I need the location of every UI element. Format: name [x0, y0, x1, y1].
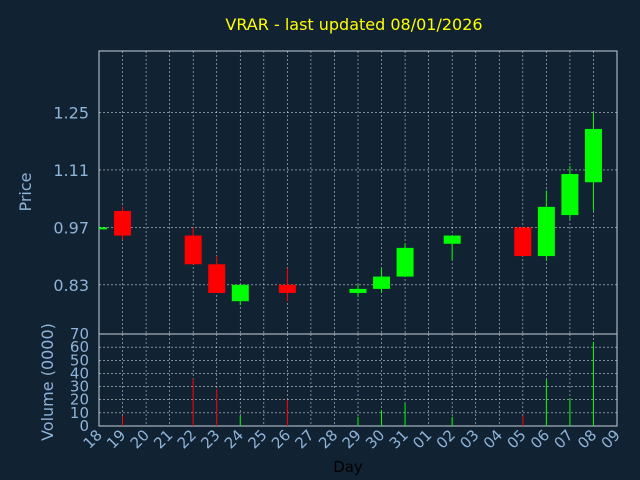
chart-title: VRAR - last updated 08/01/2026: [225, 15, 482, 34]
candle-body: [184, 235, 202, 265]
candle-body: [231, 284, 249, 302]
x-tick-label: 03: [456, 426, 482, 452]
x-tick-label: 30: [362, 426, 388, 452]
price-tick-label: 0.97: [53, 218, 89, 237]
candle-body: [373, 276, 391, 289]
x-tick-label: 20: [127, 426, 153, 452]
volume-tick-label: 10: [70, 404, 89, 422]
price-panel: 0.83 0.97 1.11 1.25: [53, 50, 618, 335]
price-axis-label: Price: [16, 172, 35, 211]
x-tick-label: 04: [480, 426, 506, 452]
x-tick-label: 27: [292, 426, 318, 452]
volume-tick-label: 40: [70, 364, 89, 382]
candle-body: [537, 206, 555, 257]
x-tick-label: 01: [409, 426, 435, 452]
price-tick-label: 0.83: [53, 276, 89, 295]
volume-tick-label: 60: [70, 338, 89, 356]
x-tick-label: 31: [386, 426, 412, 452]
volume-tick-label: 30: [70, 378, 89, 396]
candle-body: [278, 284, 296, 293]
volume-axis-label: Volume (0000): [38, 323, 57, 441]
volume-tick-label: 20: [70, 391, 89, 409]
x-tick-label: 23: [197, 426, 223, 452]
candle-body: [443, 235, 461, 244]
x-tick-label: 24: [221, 426, 247, 452]
candle-body: [114, 210, 132, 236]
candle-body: [349, 288, 367, 293]
volume-tick-label: 50: [70, 351, 89, 369]
candle-body: [396, 247, 414, 277]
candle-body: [514, 227, 532, 257]
x-tick-label: 19: [103, 426, 129, 452]
x-axis-label: Day: [333, 458, 363, 476]
candle-body: [208, 264, 226, 293]
x-tick-label: 25: [244, 426, 270, 452]
x-tick-label: 02: [433, 426, 459, 452]
candle-body: [561, 174, 579, 216]
volume-tick-label: 70: [70, 325, 89, 343]
x-tick-label: 22: [174, 426, 200, 452]
x-tick-label: 26: [268, 426, 294, 452]
x-tick-label: 21: [150, 426, 176, 452]
x-tick-label: 06: [527, 426, 553, 452]
price-tick-label: 1.25: [53, 104, 89, 123]
x-tick-label: 05: [503, 426, 529, 452]
price-tick-label: 1.11: [53, 161, 89, 180]
x-axis: 1819202122232425262728293031010203040506…: [80, 426, 624, 452]
candle-body: [584, 128, 602, 183]
x-tick-label: 09: [598, 426, 624, 452]
x-tick-label: 07: [551, 426, 577, 452]
x-tick-label: 29: [339, 426, 365, 452]
volume-tick-label: 0: [79, 417, 89, 435]
x-tick-label: 28: [315, 426, 341, 452]
x-tick-label: 08: [574, 426, 600, 452]
candle-body: [99, 227, 107, 230]
